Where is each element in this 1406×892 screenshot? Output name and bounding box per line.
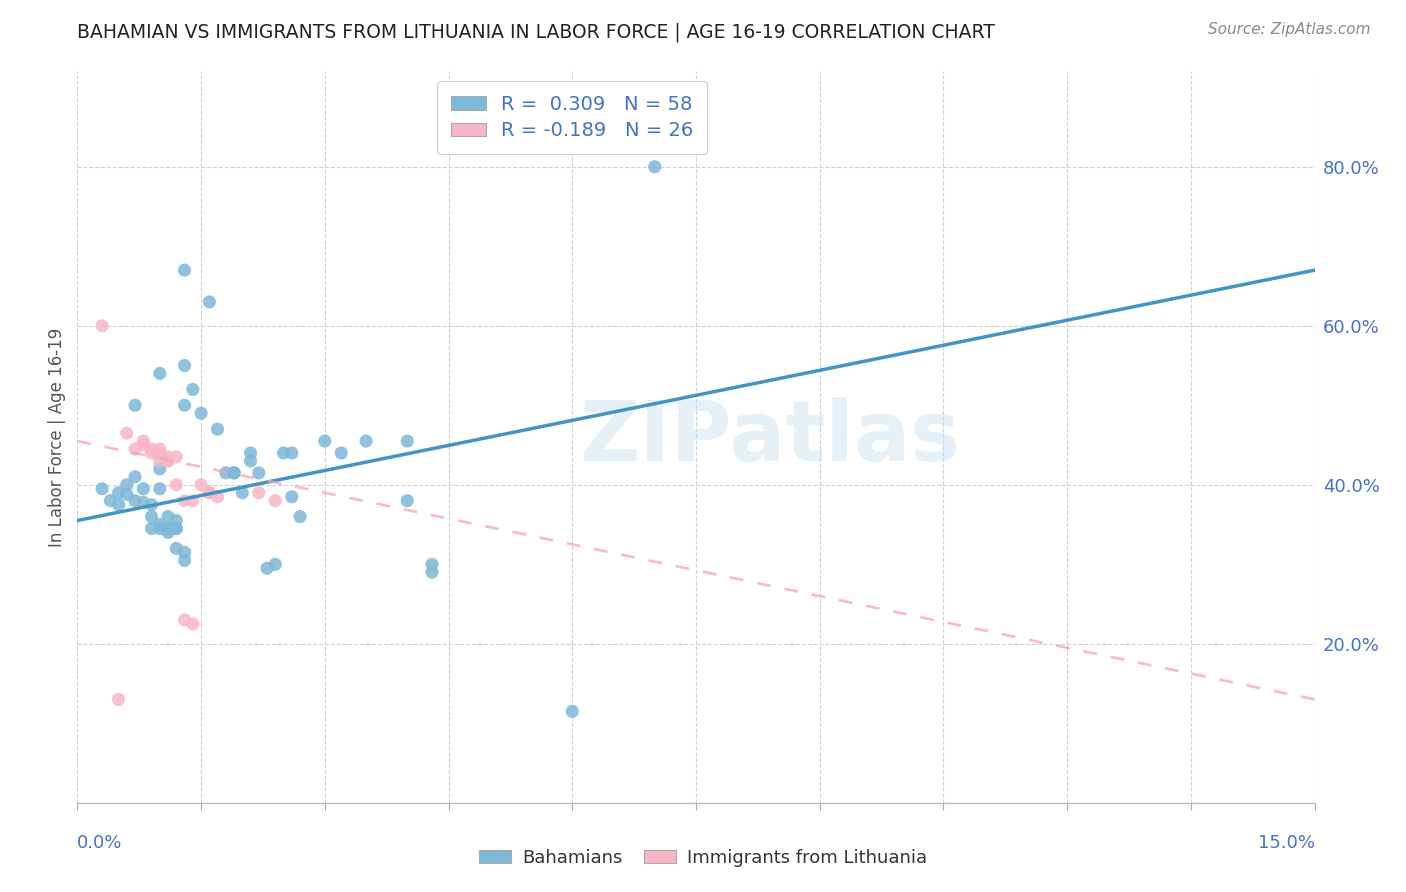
Point xyxy=(256,561,278,575)
Point xyxy=(132,434,155,448)
Point xyxy=(231,485,253,500)
Legend: R =  0.309   N = 58, R = -0.189   N = 26: R = 0.309 N = 58, R = -0.189 N = 26 xyxy=(437,81,707,154)
Point xyxy=(124,493,146,508)
Point xyxy=(107,692,129,706)
Point xyxy=(181,383,204,397)
Point xyxy=(314,434,336,448)
Point xyxy=(354,434,377,448)
Point xyxy=(173,359,195,373)
Point xyxy=(132,495,155,509)
Point xyxy=(149,454,172,468)
Point xyxy=(264,493,287,508)
Point xyxy=(207,490,229,504)
Point xyxy=(141,442,163,456)
Point xyxy=(198,294,221,309)
Point xyxy=(165,477,187,491)
Point xyxy=(173,263,195,277)
Point xyxy=(190,477,212,491)
Point xyxy=(420,558,443,572)
Point xyxy=(107,498,129,512)
Point xyxy=(157,509,180,524)
Point xyxy=(115,426,138,441)
Point xyxy=(124,398,146,412)
Point xyxy=(91,482,114,496)
Point xyxy=(181,616,204,631)
Point xyxy=(198,485,221,500)
Point xyxy=(420,566,443,580)
Point xyxy=(141,446,163,460)
Point xyxy=(273,446,295,460)
Point xyxy=(165,521,187,535)
Point xyxy=(173,553,195,567)
Point xyxy=(115,477,138,491)
Point xyxy=(181,493,204,508)
Point xyxy=(141,521,163,535)
Point xyxy=(149,482,172,496)
Point xyxy=(281,446,304,460)
Point xyxy=(149,367,172,381)
Point xyxy=(149,442,172,456)
Point xyxy=(98,493,121,508)
Point xyxy=(330,446,353,460)
Point xyxy=(173,545,195,559)
Point xyxy=(149,462,172,476)
Point xyxy=(157,450,180,464)
Point xyxy=(157,521,180,535)
Y-axis label: In Labor Force | Age 16-19: In Labor Force | Age 16-19 xyxy=(48,327,66,547)
Point xyxy=(644,160,666,174)
Point xyxy=(396,493,419,508)
Point xyxy=(222,466,245,480)
Point xyxy=(132,482,155,496)
Point xyxy=(198,485,221,500)
Point xyxy=(149,446,172,460)
Point xyxy=(157,521,180,535)
Point xyxy=(115,487,138,501)
Text: BAHAMIAN VS IMMIGRANTS FROM LITHUANIA IN LABOR FORCE | AGE 16-19 CORRELATION CHA: BAHAMIAN VS IMMIGRANTS FROM LITHUANIA IN… xyxy=(77,22,995,42)
Point xyxy=(165,541,187,556)
Point xyxy=(173,398,195,412)
Text: Source: ZipAtlas.com: Source: ZipAtlas.com xyxy=(1208,22,1371,37)
Point xyxy=(141,498,163,512)
Point xyxy=(141,509,163,524)
Point xyxy=(239,446,262,460)
Point xyxy=(247,466,270,480)
Point xyxy=(396,434,419,448)
Point xyxy=(107,485,129,500)
Point xyxy=(173,613,195,627)
Point xyxy=(149,517,172,532)
Point xyxy=(247,485,270,500)
Point xyxy=(561,705,583,719)
Point xyxy=(149,521,172,535)
Text: ZIPatlas: ZIPatlas xyxy=(579,397,960,477)
Point xyxy=(165,450,187,464)
Point xyxy=(124,442,146,456)
Point xyxy=(264,558,287,572)
Point xyxy=(288,509,311,524)
Point xyxy=(207,422,229,436)
Point xyxy=(157,454,180,468)
Point xyxy=(215,466,238,480)
Point xyxy=(132,438,155,452)
Text: 15.0%: 15.0% xyxy=(1257,834,1315,852)
Point xyxy=(190,406,212,420)
Point xyxy=(173,493,195,508)
Point xyxy=(124,470,146,484)
Point xyxy=(165,521,187,535)
Point xyxy=(91,318,114,333)
Point xyxy=(222,466,245,480)
Text: 0.0%: 0.0% xyxy=(77,834,122,852)
Point xyxy=(239,454,262,468)
Point xyxy=(281,490,304,504)
Point xyxy=(165,514,187,528)
Point xyxy=(157,454,180,468)
Legend: Bahamians, Immigrants from Lithuania: Bahamians, Immigrants from Lithuania xyxy=(471,842,935,874)
Point xyxy=(157,525,180,540)
